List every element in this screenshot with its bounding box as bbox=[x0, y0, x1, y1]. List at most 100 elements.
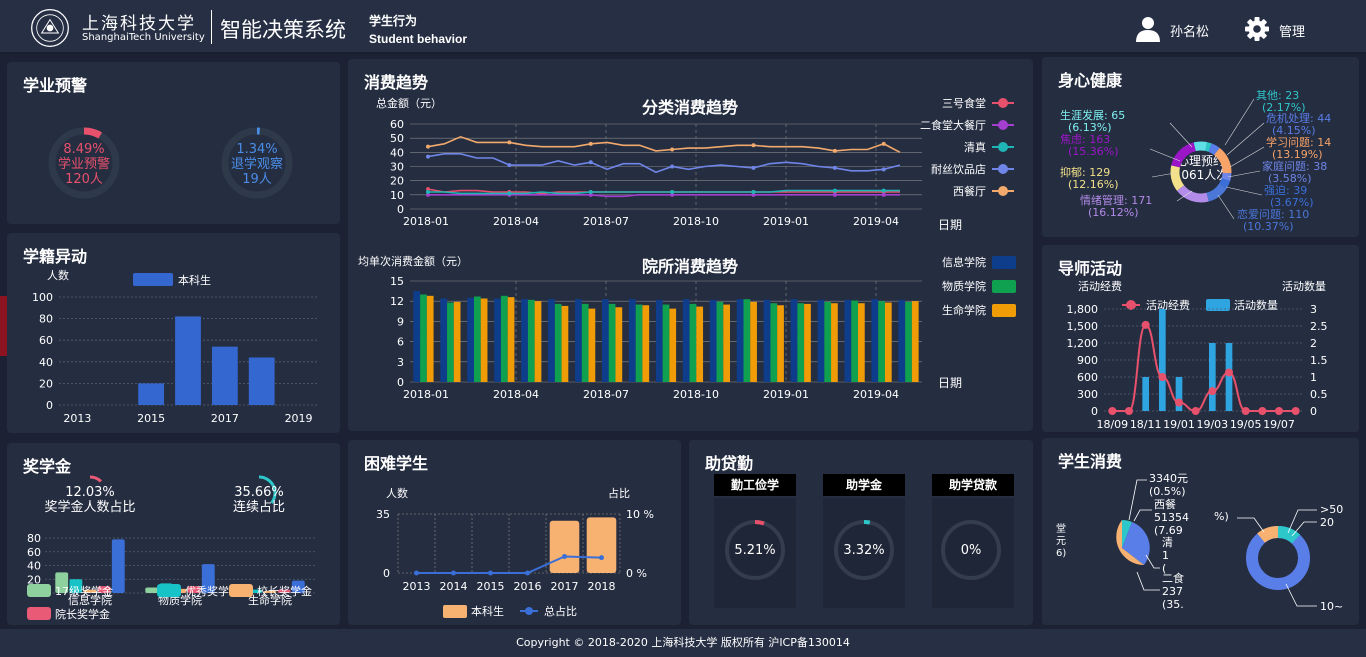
scholarship-ratio-label: 奖学金人数占比 bbox=[44, 499, 135, 515]
bar bbox=[884, 302, 892, 382]
bar bbox=[426, 295, 434, 382]
x-tick-label: 2018-04 bbox=[493, 215, 539, 228]
work-study-tab[interactable]: 勤工俭学 bbox=[714, 474, 796, 496]
bar bbox=[55, 572, 69, 593]
bar bbox=[277, 589, 291, 593]
bar bbox=[615, 307, 623, 382]
series-point bbox=[507, 140, 512, 145]
bar bbox=[291, 580, 305, 593]
y-tick-label: 35 bbox=[376, 508, 390, 521]
slice-label: 学习问题: 14 bbox=[1266, 135, 1331, 149]
label-leader-line bbox=[1226, 122, 1265, 156]
x-tick-label: 2018-01 bbox=[403, 215, 449, 228]
bar bbox=[500, 295, 508, 382]
header-bar: 上海科技大学 ShanghaiTech University 智能决策系统 学生… bbox=[0, 0, 1366, 54]
school-name-cn: 上海科技大学 bbox=[82, 14, 196, 34]
y-tick-label: 0 bbox=[383, 567, 390, 580]
bar bbox=[83, 589, 97, 593]
consumption-trend-panel: 消费趋势 总金额（元） 分类消费趋势 日期 均单次消费金额（元） 院所消费趋势 … bbox=[348, 59, 1033, 431]
bar bbox=[440, 298, 448, 382]
hardship-students-panel: 困难学生 人数 占比 本科生 总占比 35 0 10 % 0 % 2013 2014 201… bbox=[348, 440, 681, 625]
series-point bbox=[588, 190, 593, 194]
bar bbox=[851, 300, 858, 382]
enrollment-bar-chart: 人数 本科生 0 20 40 60 80 100 2013 2015 2017 2019 bbox=[32, 269, 317, 425]
bar bbox=[586, 517, 617, 573]
bar bbox=[474, 296, 481, 382]
series-point bbox=[426, 154, 430, 159]
aid-rings: 5.21% 3.32% 0% bbox=[725, 520, 1001, 580]
label-leader-line bbox=[1217, 194, 1235, 220]
legend-swatch bbox=[992, 304, 1016, 317]
legend-label: 清真 bbox=[964, 140, 986, 154]
bar bbox=[696, 306, 704, 382]
label-leader-line bbox=[1287, 509, 1317, 534]
y-right-tick-label: 0 bbox=[1310, 405, 1317, 418]
bar bbox=[831, 303, 838, 382]
slice-pct-label: (6.13%) bbox=[1068, 121, 1112, 134]
x-tick-label: 2018-07 bbox=[583, 388, 629, 401]
series-point bbox=[588, 160, 593, 165]
user-name[interactable]: 孙名松 bbox=[1170, 25, 1210, 40]
scholarship-panel: 奖学金 12.03% 奖学金人数占比 35.66% 连续占比 020406080… bbox=[7, 443, 340, 625]
bar bbox=[723, 304, 730, 382]
funds-point bbox=[1241, 407, 1250, 415]
bar bbox=[878, 301, 885, 382]
enrollment-change-panel: 学籍异动 人数 本科生 0 20 40 60 80 100 2013 2015 2017 2019 bbox=[7, 233, 340, 433]
pie-slice bbox=[1122, 522, 1150, 565]
legend-label: 生命学院 bbox=[942, 303, 986, 317]
series-point bbox=[881, 141, 886, 146]
pie-label: 3340元(0.5%) bbox=[1149, 472, 1188, 498]
health-donut-chart: 心理预约 1061人次 生涯发展: 65(6.13%)焦虑: 163(15.36… bbox=[1060, 89, 1331, 233]
gear-icon[interactable] bbox=[1244, 16, 1270, 42]
legend-label: 活动数量 bbox=[1234, 299, 1278, 312]
funds-point bbox=[1125, 407, 1133, 415]
student-loan-tab[interactable]: 助学贷款 bbox=[932, 474, 1014, 496]
slice-pct-label: (12.16%) bbox=[1068, 178, 1119, 191]
donut-slice bbox=[1205, 142, 1212, 152]
series-point bbox=[832, 188, 837, 193]
x-tick-label: 2014 bbox=[440, 580, 468, 593]
warning-label: 学业预警 bbox=[58, 156, 110, 172]
bar bbox=[689, 303, 697, 382]
slice-pct-label: (13.19%) bbox=[1272, 148, 1323, 161]
pie-slice bbox=[1122, 520, 1132, 548]
y-left-tick-label: 900 bbox=[1077, 354, 1098, 367]
legend-label: 优秀奖学金 bbox=[185, 584, 240, 598]
label-leader-line bbox=[1145, 554, 1160, 569]
bar bbox=[548, 299, 555, 382]
y-left-tick-label: 300 bbox=[1077, 388, 1098, 401]
bar bbox=[211, 346, 238, 405]
y-tick-label: 40 bbox=[27, 560, 41, 573]
user-icon[interactable] bbox=[1134, 15, 1162, 43]
donut-slice bbox=[1170, 165, 1185, 191]
label-leader-line bbox=[1285, 583, 1317, 607]
funds-point bbox=[1175, 398, 1183, 407]
x-tick-label: 19/03 bbox=[1196, 418, 1228, 431]
legend-label: 信息学院 bbox=[942, 255, 986, 269]
legend-swatch bbox=[1206, 299, 1230, 311]
bar bbox=[655, 299, 663, 382]
school-name-en: ShanghaiTech University bbox=[82, 32, 205, 43]
ratio-point bbox=[525, 570, 530, 576]
x-tick-label: 生命学院 bbox=[248, 593, 292, 607]
y-tick-label: 20 bbox=[390, 175, 404, 188]
series-point bbox=[507, 163, 512, 168]
y-tick-label: 20 bbox=[27, 573, 41, 586]
bar bbox=[145, 587, 159, 593]
x-tick-label: 2018-10 bbox=[673, 215, 719, 228]
grant-tab[interactable]: 助学金 bbox=[823, 474, 905, 496]
legend-dot-icon bbox=[998, 186, 1008, 196]
x-tick-label: 2018-10 bbox=[673, 388, 719, 401]
bar bbox=[1159, 309, 1166, 411]
bar bbox=[817, 299, 825, 382]
bar bbox=[736, 299, 744, 382]
y-axis-label: 人数 bbox=[386, 487, 408, 500]
admin-link[interactable]: 管理 bbox=[1279, 25, 1306, 40]
y-tick-label: 40 bbox=[390, 146, 404, 159]
donut-center-value: 1061人次 bbox=[1174, 168, 1229, 182]
bar bbox=[635, 304, 643, 382]
college-y-axis-label: 均单次消费金额（元） bbox=[358, 254, 468, 268]
y-tick-label: 6 bbox=[397, 336, 404, 349]
x-tick-label: 2016 bbox=[514, 580, 542, 593]
y-right-tick-label: 3 bbox=[1310, 303, 1317, 316]
